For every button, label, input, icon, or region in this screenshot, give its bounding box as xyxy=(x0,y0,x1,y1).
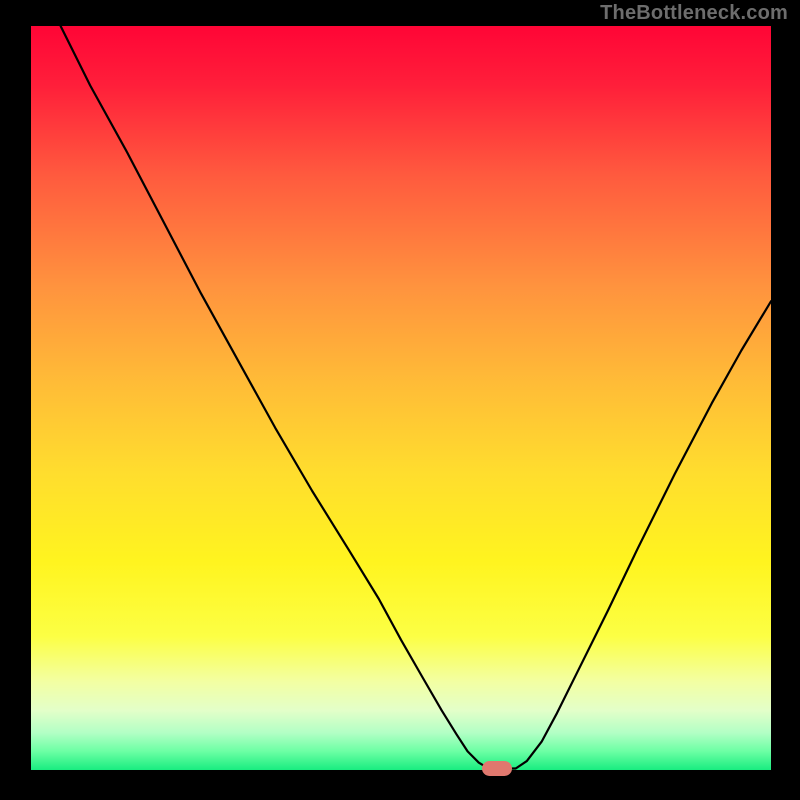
plot-area xyxy=(31,26,771,770)
bottleneck-curve xyxy=(61,26,771,769)
curve-layer xyxy=(31,26,771,770)
watermark: TheBottleneck.com xyxy=(600,2,788,25)
optimal-point-marker xyxy=(482,761,512,776)
chart-frame: TheBottleneck.com xyxy=(0,0,800,800)
